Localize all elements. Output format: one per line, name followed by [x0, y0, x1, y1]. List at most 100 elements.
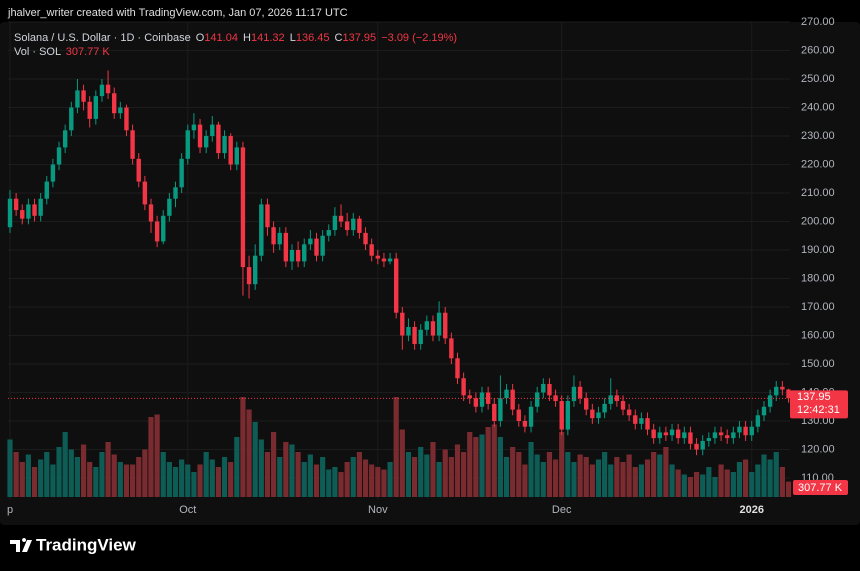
volume-bar [172, 467, 179, 497]
volume-bar [369, 464, 375, 497]
candle-body [302, 244, 307, 262]
candle-body [161, 215, 166, 242]
volume-bar [785, 481, 792, 497]
volume-bar [565, 452, 571, 497]
candle-body [418, 329, 423, 345]
candle-body [528, 406, 534, 427]
candle-body [786, 389, 791, 399]
volume-bar [93, 467, 99, 497]
candle-body [130, 130, 135, 159]
candle-body [522, 421, 528, 427]
volume-bar [117, 462, 123, 497]
volume-bar [467, 432, 473, 497]
volume-bar [602, 452, 608, 497]
candle-body [185, 130, 190, 159]
candle-body [38, 198, 43, 216]
key: H [243, 32, 251, 44]
candle-body [657, 432, 662, 439]
candle-body [20, 210, 25, 219]
volume-bar [503, 457, 510, 497]
candle-body [534, 392, 540, 407]
volume-bar [313, 464, 320, 497]
candle-body [259, 204, 264, 256]
candle-body [498, 398, 503, 421]
volume-bar [350, 457, 356, 497]
volume-bar [522, 464, 528, 497]
volume-bar [540, 462, 546, 497]
candle-body [69, 107, 74, 131]
volume-bar [234, 437, 240, 497]
volume-bar [675, 469, 681, 497]
volume-bar [779, 467, 785, 497]
candle-body [492, 403, 497, 421]
candle-body [614, 395, 620, 402]
candle-body [13, 198, 19, 211]
volume-bar [651, 452, 657, 497]
candle-body [743, 426, 748, 436]
y-tick-label: 180.00 [801, 272, 835, 284]
volume-bar [332, 467, 338, 497]
volume-bar [228, 462, 234, 497]
candle-body [577, 386, 583, 399]
candle-body [602, 403, 607, 413]
volume-bar [528, 442, 534, 497]
volume-bar [577, 454, 583, 497]
candle-body [774, 386, 779, 396]
candle-body [62, 130, 68, 148]
legend: Solana / U.S. Dollar · 1D · Coinbase O14… [14, 32, 457, 44]
candle-body [767, 395, 773, 407]
axes: 270.00 260.00 250.00 240.00 230.00 220.00 210.… [7, 16, 848, 516]
volume-bar [411, 457, 418, 497]
volume-bar [215, 467, 222, 497]
volume-bar [399, 429, 405, 497]
candle-body [406, 326, 411, 336]
key: L [290, 32, 296, 44]
candle-body [467, 395, 472, 399]
volume-bar [142, 449, 148, 497]
volume-bar [13, 452, 19, 497]
candle-body [203, 136, 209, 148]
x-tick-label: 2026 [739, 504, 763, 516]
volume-bar [246, 409, 252, 497]
candle-body [265, 204, 270, 228]
candle-body [547, 383, 552, 396]
candle-body [645, 418, 650, 430]
volume-bar [497, 437, 503, 497]
volume-bar [62, 432, 68, 497]
candle-body [725, 435, 730, 439]
credit: jhalver_writer created with TradingView.… [7, 7, 348, 19]
candle-body [154, 221, 160, 242]
brand-logo: TradingView [10, 535, 137, 554]
volume-bar [510, 447, 516, 497]
candle-body [191, 124, 197, 131]
volume-bar [436, 462, 442, 497]
volume-bar [301, 462, 307, 497]
candle-body [590, 409, 595, 419]
candle-body [504, 389, 509, 399]
volume-bar [491, 424, 497, 497]
candle-body [400, 312, 405, 336]
volume-bar [203, 452, 209, 497]
candle-body [608, 395, 613, 404]
x-tick-label: Oct [179, 504, 196, 516]
volume-bar [191, 472, 197, 497]
volume-bar [589, 464, 595, 497]
value: 137.95 [343, 32, 377, 44]
volume-bar [516, 452, 522, 497]
volume-legend: Vol · SOL 307.77 K [14, 46, 110, 58]
volume-bar [166, 462, 172, 497]
candle-body [50, 164, 56, 182]
volume-bar [534, 454, 540, 497]
volume-bar [706, 467, 712, 497]
volume-bar [632, 467, 638, 497]
volume-bar [25, 454, 31, 497]
price-badge [790, 390, 848, 419]
volume-bar [7, 439, 13, 497]
logo-icon [10, 538, 32, 552]
volume-badge [793, 480, 848, 495]
volume-bar [258, 439, 264, 497]
volume-bar [87, 462, 93, 497]
volume-bar [221, 457, 228, 497]
candle-body [26, 204, 31, 219]
volume-bar [197, 464, 203, 497]
